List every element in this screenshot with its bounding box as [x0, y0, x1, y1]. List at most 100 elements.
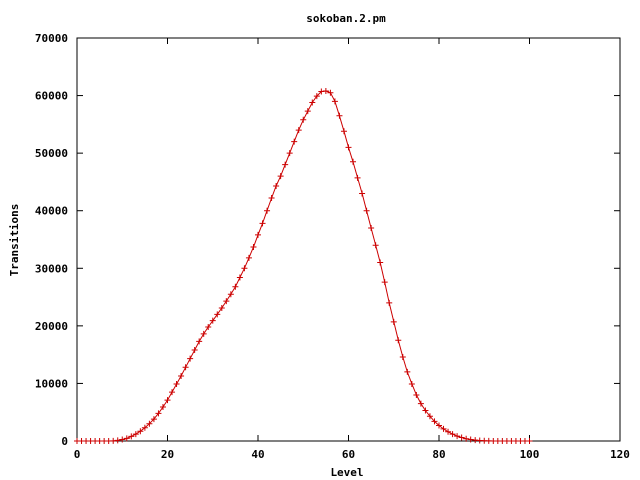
x-tick-label: 0	[74, 448, 81, 461]
data-point	[363, 207, 370, 214]
data-point	[395, 337, 402, 344]
data-point	[155, 410, 162, 417]
data-point	[187, 355, 194, 362]
data-point	[218, 305, 225, 312]
data-point	[295, 127, 302, 134]
data-point	[445, 428, 452, 435]
data-point	[350, 158, 357, 165]
data-point	[313, 93, 320, 100]
data-point	[128, 433, 135, 440]
x-tick-label: 60	[342, 448, 355, 461]
data-point	[282, 161, 289, 168]
data-point	[196, 338, 203, 345]
data-point	[205, 324, 212, 331]
data-point	[354, 174, 361, 181]
data-point	[381, 279, 388, 286]
y-tick-label: 10000	[35, 377, 68, 390]
data-point	[440, 425, 447, 432]
data-point	[304, 108, 311, 115]
data-point	[300, 116, 307, 123]
data-point	[526, 438, 533, 444]
data-point	[264, 207, 271, 214]
x-tick-label: 80	[432, 448, 445, 461]
data-point	[463, 435, 470, 442]
data-point	[336, 112, 343, 119]
data-point	[241, 265, 248, 272]
data-point	[309, 99, 316, 106]
data-point	[467, 436, 474, 443]
data-point	[173, 381, 180, 388]
y-tick-label: 30000	[35, 262, 68, 275]
series-layer	[74, 87, 533, 444]
data-point	[255, 231, 261, 238]
data-point	[318, 88, 325, 95]
data-point	[259, 220, 266, 227]
data-point	[214, 311, 221, 318]
x-tick-label: 20	[161, 448, 174, 461]
data-point	[413, 391, 420, 398]
x-tick-label: 40	[251, 448, 264, 461]
data-point	[250, 243, 257, 250]
plot-frame	[76, 37, 621, 442]
data-point	[227, 291, 234, 298]
data-point	[178, 372, 185, 379]
data-point	[232, 283, 239, 290]
x-tick-label: 120	[610, 448, 630, 461]
data-point	[359, 190, 366, 197]
data-point	[377, 259, 384, 266]
data-point	[114, 437, 121, 444]
data-point	[436, 422, 442, 429]
data-point	[372, 242, 379, 249]
data-point	[431, 418, 438, 425]
data-point	[422, 407, 429, 414]
data-point	[245, 254, 252, 261]
data-point	[277, 173, 284, 180]
data-point	[273, 182, 280, 189]
data-point	[164, 397, 171, 404]
axis-ticks	[76, 37, 621, 442]
data-point	[182, 364, 189, 371]
series-line	[77, 90, 530, 442]
data-point	[404, 368, 411, 375]
data-point	[340, 128, 347, 135]
data-point	[408, 381, 415, 388]
data-point	[417, 400, 424, 407]
y-tick-label: 20000	[35, 320, 68, 333]
data-point	[386, 299, 393, 306]
data-point	[191, 347, 198, 354]
data-point	[150, 416, 157, 423]
data-point	[331, 98, 338, 105]
data-point	[119, 436, 126, 443]
data-point	[322, 87, 329, 94]
data-point	[169, 389, 176, 396]
data-point	[426, 413, 433, 420]
data-point	[141, 424, 148, 431]
x-axis-label: Level	[330, 466, 363, 479]
x-tick-label: 100	[520, 448, 540, 461]
data-point	[291, 138, 298, 145]
data-point	[236, 274, 243, 281]
chart-title: sokoban.2.pm	[306, 12, 386, 25]
data-point	[146, 420, 153, 427]
data-point	[345, 144, 352, 151]
y-tick-label: 60000	[35, 90, 68, 103]
data-point	[123, 435, 130, 442]
axis-tick-labels: 0 20 40 60 80 100 120 0 10000 20000 30000 40000 5000…	[35, 32, 630, 461]
data-point	[209, 317, 216, 324]
y-tick-label: 50000	[35, 147, 68, 160]
data-point	[399, 353, 406, 360]
data-point	[286, 150, 293, 157]
data-point	[159, 404, 166, 411]
data-point	[368, 224, 375, 231]
data-point	[200, 330, 207, 337]
data-point	[390, 318, 397, 325]
data-point	[132, 431, 139, 438]
data-point	[458, 434, 465, 441]
y-tick-label: 40000	[35, 205, 68, 218]
y-axis-label: Transitions	[8, 204, 21, 277]
data-point	[223, 298, 230, 305]
data-point	[268, 195, 275, 202]
data-point	[327, 89, 334, 96]
data-point	[449, 431, 456, 438]
